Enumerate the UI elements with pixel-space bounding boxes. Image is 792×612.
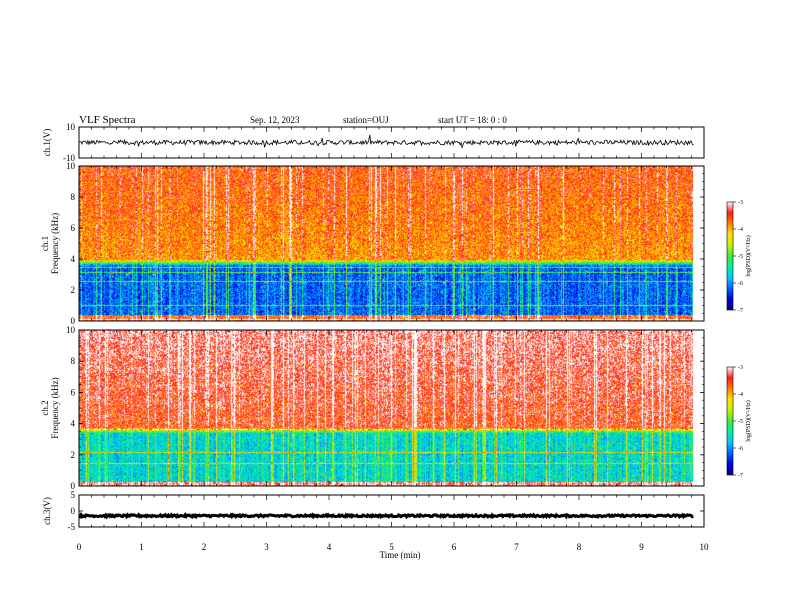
- colorbar-tick-label: -4: [738, 392, 743, 398]
- s2-ytick-label: 10: [66, 325, 76, 335]
- ch3-ytick-label: 5: [71, 490, 76, 500]
- s2-ylabel-frequency: Frequency (kHz): [50, 377, 60, 438]
- s2-ytick-label: 0: [71, 481, 76, 491]
- start-time-label: start UT = 18: 0 : 0: [438, 115, 507, 125]
- x-tick-label: 4: [327, 542, 332, 552]
- x-tick-label: 1: [139, 542, 144, 552]
- ch1-spectrogram-heatmap: [79, 166, 693, 321]
- x-tick-label: 2: [202, 542, 207, 552]
- ch1-ylabel: ch.1(V): [42, 129, 52, 157]
- ch2-spectrogram-panel: [79, 330, 693, 486]
- s2-ytick-label: 4: [71, 419, 76, 429]
- ch2-spectrogram-heatmap: [79, 330, 693, 486]
- x-tick-label: 0: [77, 542, 82, 552]
- colorbar-tick-label: -3: [738, 365, 743, 371]
- x-tick-label: 8: [577, 542, 582, 552]
- s1-ytick-label: 0: [71, 316, 76, 326]
- ch3-ytick-label: 0: [71, 506, 76, 516]
- colorbar-tick-label: -3: [738, 200, 743, 206]
- colorbar-tick-label: -7: [738, 308, 743, 314]
- ch1-trace: [78, 134, 694, 150]
- colorbar-2: [726, 366, 734, 476]
- ch3-waveform-panel: [78, 511, 694, 520]
- colorbars: -3 -4 -5 -6 -7 log(PSD)(V²/Hz) -3 -4 -5 -6 -7 log(P…: [726, 200, 752, 479]
- colorbar-tick-label: -5: [738, 419, 743, 425]
- s1-ylabel-channel: ch.1: [40, 236, 50, 251]
- colorbar-tick-label: -7: [738, 473, 743, 479]
- ch1-spectrogram-panel: [79, 166, 693, 321]
- s2-ytick-label: 6: [71, 387, 76, 397]
- s2-ytick-label: 2: [71, 450, 76, 460]
- x-tick-label: 3: [264, 542, 269, 552]
- s2-ytick-label: 8: [71, 356, 76, 366]
- colorbar-1: [726, 201, 734, 311]
- colorbar-tick-label: -4: [738, 227, 743, 233]
- s1-ytick-label: 10: [66, 161, 76, 171]
- x-axis-label: Time (min): [380, 550, 421, 560]
- s1-ylabel-frequency: Frequency (kHz): [50, 213, 60, 274]
- ch3-ytick-label: -5: [68, 522, 76, 532]
- x-tick-label: 5: [389, 542, 394, 552]
- x-tick-label: 6: [452, 542, 457, 552]
- station-label: station=OUJ: [343, 115, 389, 125]
- x-tick-label: 10: [700, 542, 710, 552]
- x-tick-label: 9: [639, 542, 644, 552]
- colorbar-tick-label: -6: [738, 446, 743, 452]
- ch3-trace: [78, 511, 694, 520]
- date-label: Sep. 12, 2023: [250, 115, 300, 125]
- x-tick-label: 7: [514, 542, 519, 552]
- ch1-ytick-label: 10: [66, 122, 76, 132]
- s1-ytick-label: 2: [71, 285, 76, 295]
- s2-ylabel-channel: ch.2: [40, 400, 50, 415]
- s1-ytick-label: 4: [71, 254, 76, 264]
- figure-title: VLF Spectra: [79, 114, 136, 126]
- s1-ytick-label: 6: [71, 223, 76, 233]
- ch1-ytick-label: -10: [63, 153, 75, 163]
- colorbar-tick-label: -6: [738, 281, 743, 287]
- colorbar-tick-label: -5: [738, 254, 743, 260]
- colorbar-label: log(PSD)(V²/Hz): [745, 235, 752, 276]
- ch1-waveform-panel: [78, 134, 694, 150]
- ch3-ylabel: ch.3(V): [42, 497, 52, 525]
- colorbar-label: log(PSD)(V²/Hz): [745, 400, 752, 441]
- s1-ytick-label: 8: [71, 192, 76, 202]
